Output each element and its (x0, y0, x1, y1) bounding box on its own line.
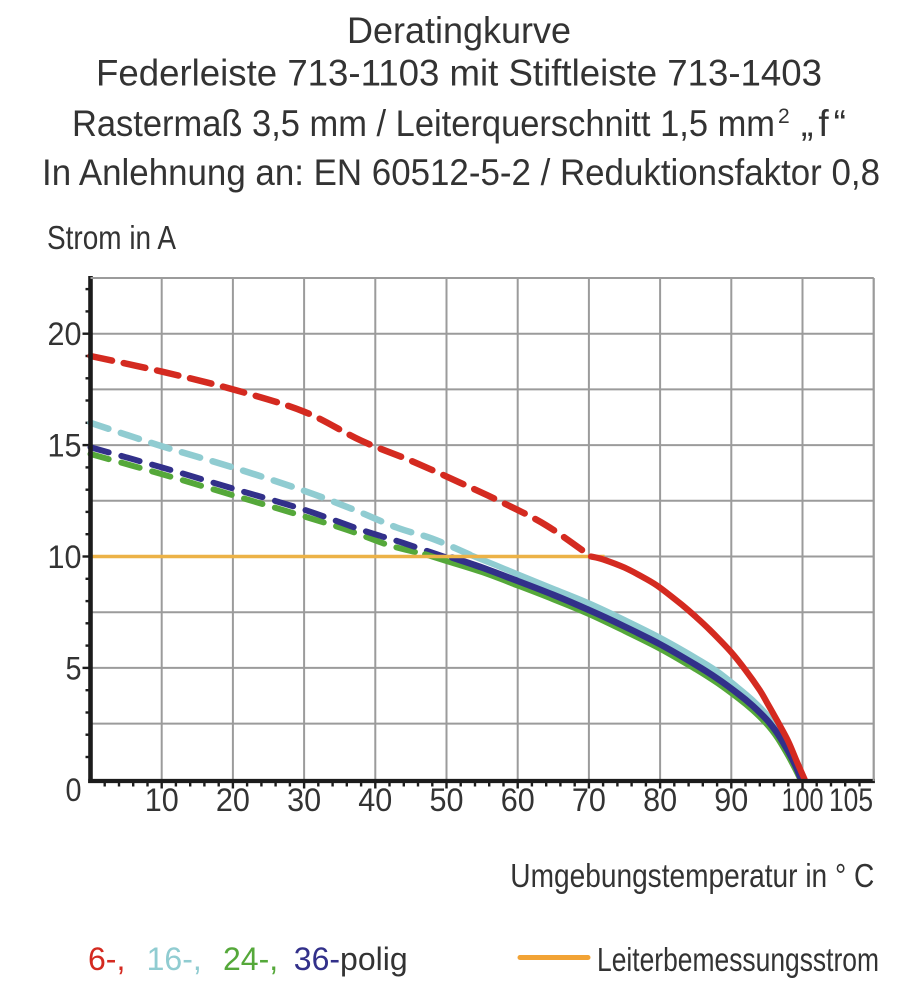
svg-text:0: 0 (66, 772, 82, 808)
svg-text:„f“: „f“ (801, 103, 851, 144)
svg-text:105: 105 (829, 782, 873, 818)
svg-text:Strom in A: Strom in A (47, 219, 176, 256)
svg-text:50: 50 (430, 782, 464, 818)
svg-text:2: 2 (778, 105, 790, 128)
svg-text:80: 80 (643, 782, 677, 818)
svg-text:In Anlehnung an: EN 60512-5-2: In Anlehnung an: EN 60512-5-2 / Reduktio… (42, 152, 880, 193)
svg-text:60: 60 (501, 782, 535, 818)
svg-text:Leiterbemessungsstrom: Leiterbemessungsstrom (597, 941, 879, 978)
svg-text:15: 15 (48, 428, 82, 464)
svg-text:20: 20 (48, 316, 82, 352)
svg-text:16-,: 16-, (147, 941, 202, 977)
svg-text:10: 10 (48, 539, 82, 575)
svg-text:Federleiste 713-1103 mit Stift: Federleiste 713-1103 mit Stiftleiste 713… (96, 53, 822, 94)
svg-text:30: 30 (287, 782, 321, 818)
svg-text:70: 70 (572, 782, 606, 818)
svg-text:Rastermaß 3,5 mm / Leiterquers: Rastermaß 3,5 mm / Leiterquerschnitt 1,5… (72, 103, 775, 144)
svg-text:90: 90 (714, 782, 748, 818)
svg-text:Deratingkurve: Deratingkurve (347, 10, 571, 51)
svg-text:100: 100 (782, 782, 824, 818)
svg-text:24-,: 24-, (223, 941, 278, 977)
svg-text:36-polig: 36-polig (294, 941, 408, 977)
svg-text:6-,: 6-, (88, 941, 125, 977)
svg-text:10: 10 (145, 782, 179, 818)
svg-text:5: 5 (66, 650, 82, 686)
svg-text:40: 40 (358, 782, 392, 818)
svg-text:20: 20 (216, 782, 250, 818)
svg-text:Umgebungstemperatur in ° C: Umgebungstemperatur in ° C (510, 857, 874, 894)
